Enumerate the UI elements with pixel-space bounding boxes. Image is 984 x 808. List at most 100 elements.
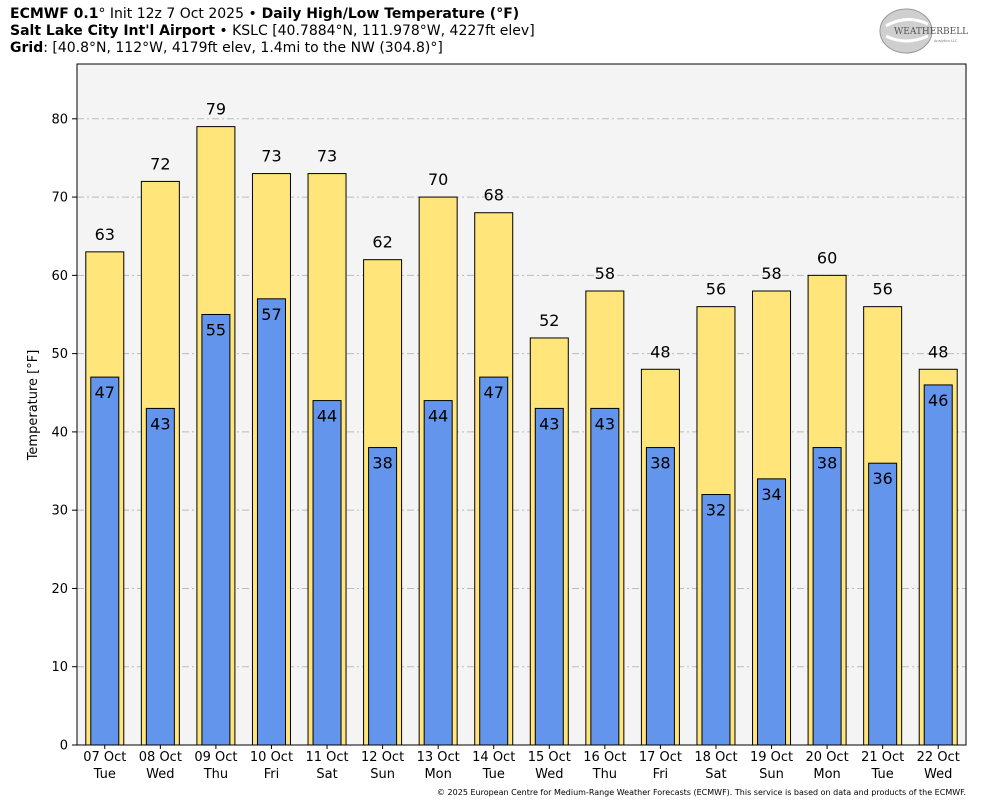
high-value-label: 56 [872,280,892,299]
low-value-label: 43 [595,414,615,433]
x-tick-label-date: 20 Oct [806,750,849,765]
y-tick-label: 10 [51,660,68,675]
x-tick-label-date: 10 Oct [250,750,293,765]
degree-sign: ° [98,6,106,22]
station-info: • KSLC [40.7884°N, 111.978°W, 4227ft ele… [214,23,535,39]
y-tick-label: 80 [51,112,68,127]
x-tick-label-weekday: Thu [203,767,228,782]
x-tick-label-weekday: Tue [93,767,116,782]
low-value-label: 38 [817,454,837,473]
low-bar [145,407,175,746]
x-tick-label-date: 19 Oct [750,750,793,765]
high-value-label: 58 [761,264,781,283]
low-value-label: 34 [761,485,781,504]
low-bar [479,376,509,746]
high-value-label: 73 [317,147,337,166]
high-value-label: 58 [595,264,615,283]
x-tick-label-date: 21 Oct [861,750,904,765]
low-bar [868,462,898,746]
x-tick-label-date: 17 Oct [639,750,682,765]
high-value-label: 68 [484,186,504,205]
x-tick-label-weekday: Wed [146,767,174,782]
header-line-2: Salt Lake City Int'l Airport • KSLC [40.… [10,23,535,40]
y-tick-label: 20 [51,582,68,597]
copyright-notice: © 2025 European Centre for Medium-Range … [437,788,966,797]
chart-title: Daily High/Low Temperature (°F) [256,6,520,22]
low-value-label: 57 [261,305,281,324]
model-name: ECMWF 0.1 [10,6,99,22]
x-tick-label-date: 13 Oct [417,750,460,765]
low-value-label: 36 [872,469,892,488]
x-tick-label-date: 14 Oct [472,750,515,765]
header-line-3: Grid: [40.8°N, 112°W, 4179ft elev, 1.4mi… [10,40,443,57]
x-tick-label-date: 15 Oct [528,750,571,765]
y-tick-label: 60 [51,269,68,284]
high-value-label: 73 [261,147,281,166]
low-bar [701,494,731,746]
x-tick-label-weekday: Wed [535,767,563,782]
x-tick-label-weekday: Thu [592,767,617,782]
high-value-label: 48 [928,342,948,361]
logo-text: WEATHERBELL [894,27,968,37]
low-bar [645,447,675,746]
low-value-label: 43 [539,414,559,433]
x-tick-label-date: 11 Oct [305,750,348,765]
x-tick-label-weekday: Sat [316,767,337,782]
header-line-1: ECMWF 0.1° Init 12z 7 Oct 2025 • Daily H… [10,6,519,23]
high-value-label: 79 [206,100,226,119]
x-tick-label-weekday: Sun [370,767,395,782]
grid-label: Grid [10,40,44,56]
y-tick-label: 50 [51,347,68,362]
x-tick-label-date: 16 Oct [583,750,626,765]
x-tick-label-weekday: Tue [482,767,505,782]
low-bar [534,407,564,746]
y-axis-label: Temperature [°F] [26,350,41,462]
low-value-label: 38 [650,454,670,473]
x-tick-label-weekday: Wed [924,767,952,782]
low-bar [923,384,953,746]
y-tick-label: 0 [60,739,68,754]
low-bar [256,298,286,746]
x-tick-label-date: 12 Oct [361,750,404,765]
x-tick-label-weekday: Mon [424,767,451,782]
low-value-label: 47 [484,383,504,402]
low-bar [423,400,453,746]
low-value-label: 44 [428,407,448,426]
y-tick-label: 40 [51,425,68,440]
weatherbell-logo: WEATHERBELL Analytics LLC [879,8,968,54]
high-value-label: 52 [539,311,559,330]
high-value-label: 63 [95,225,115,244]
grid-info: : [40.8°N, 112°W, 4179ft elev, 1.4mi to … [43,40,443,56]
x-tick-label-weekday: Tue [871,767,894,782]
x-tick-label-weekday: Sat [705,767,726,782]
x-tick-label-date: 22 Oct [917,750,960,765]
low-bar [90,376,120,746]
x-tick-label-weekday: Sun [759,767,784,782]
station-name: Salt Lake City Int'l Airport [10,23,215,39]
high-value-label: 72 [150,154,170,173]
low-value-label: 32 [706,501,726,520]
plot-frame [76,63,967,746]
low-bar [757,478,787,746]
high-value-label: 60 [817,248,837,267]
x-tick-label-weekday: Fri [264,767,280,782]
init-time: Init 12z 7 Oct 2025 [105,6,249,22]
x-tick-label-date: 09 Oct [194,750,237,765]
low-bar [201,313,231,746]
low-bar [312,400,342,746]
x-tick-label-date: 18 Oct [694,750,737,765]
separator: • [248,6,257,22]
high-value-label: 70 [428,170,448,189]
x-tick-label-weekday: Fri [653,767,669,782]
x-tick-label-date: 07 Oct [83,750,126,765]
low-bar [812,447,842,746]
low-value-label: 55 [206,320,226,339]
high-value-label: 48 [650,342,670,361]
low-value-label: 38 [372,454,392,473]
x-tick-label-date: 08 Oct [139,750,182,765]
x-tick-label-weekday: Mon [813,767,840,782]
low-value-label: 44 [317,407,337,426]
low-value-label: 43 [150,414,170,433]
low-value-label: 47 [95,383,115,402]
